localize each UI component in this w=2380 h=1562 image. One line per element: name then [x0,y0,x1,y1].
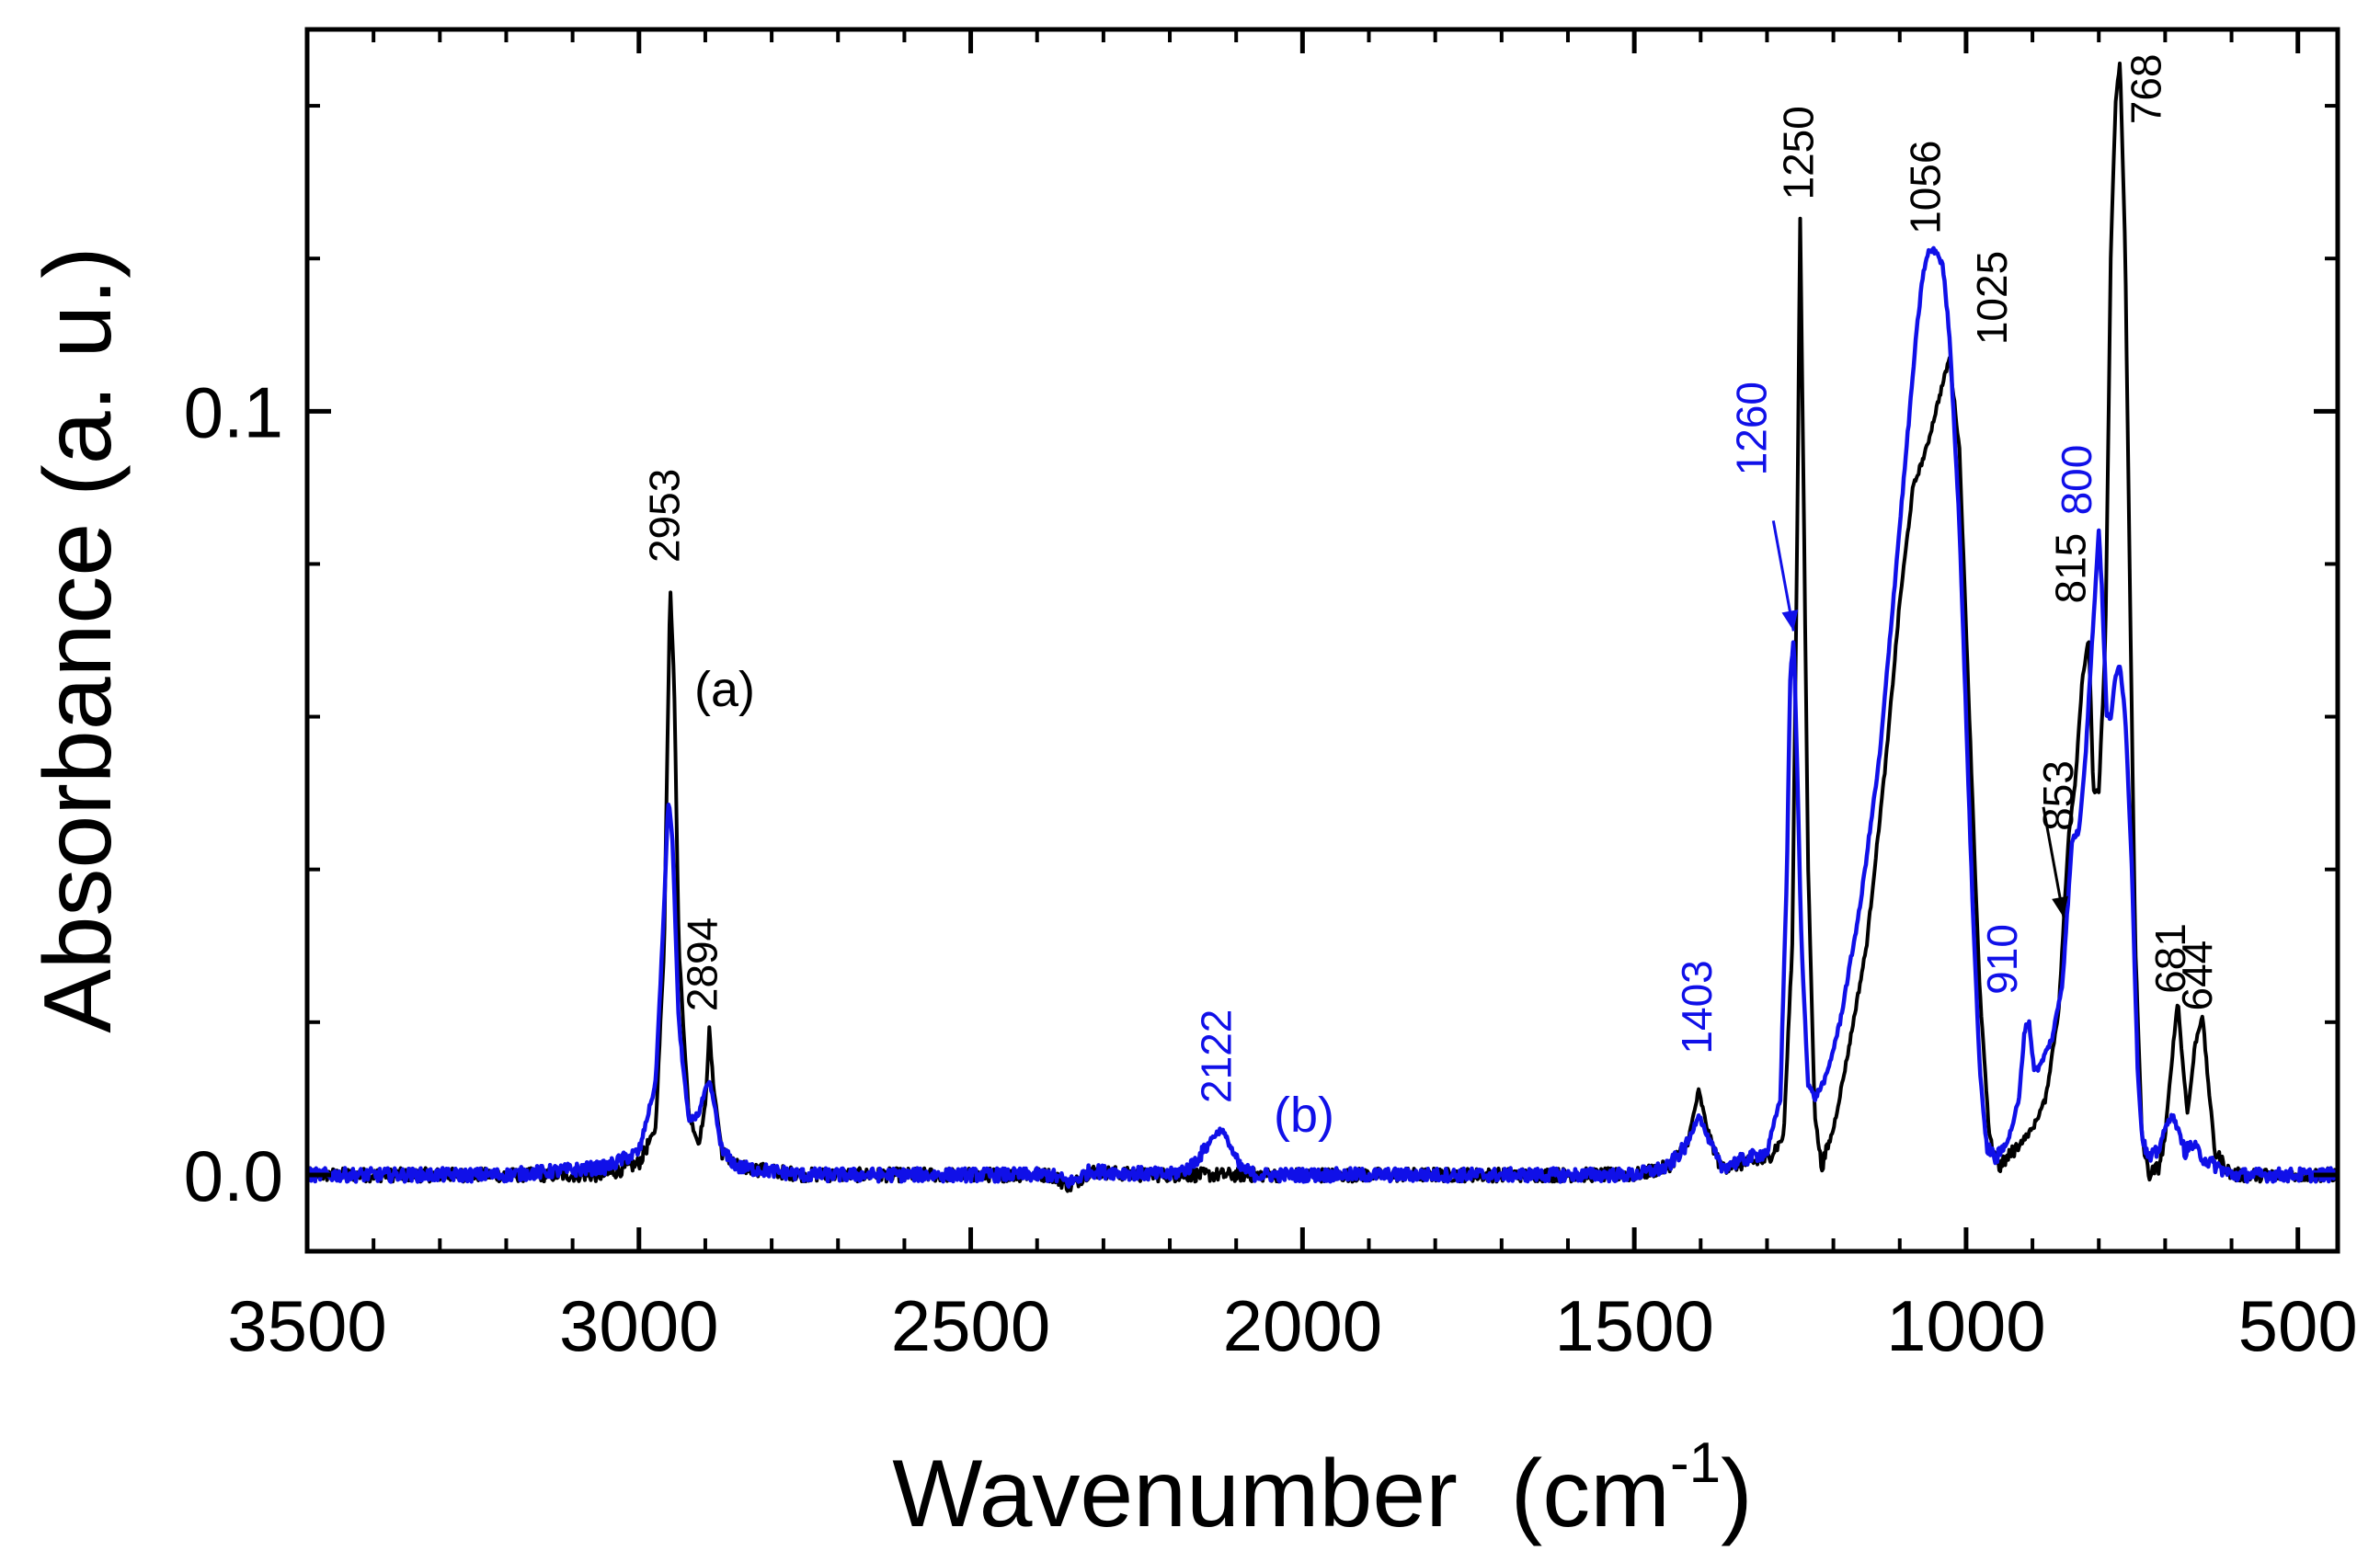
peak-label-2122: 2122 [1192,1009,1240,1103]
peak-arrowhead-1260 [1781,610,1799,632]
peak-label-1260: 1260 [1727,382,1775,475]
peak-label-1403: 1403 [1673,960,1721,1054]
peak-label-2953: 2953 [641,469,689,563]
peak-label-800: 800 [2053,445,2100,516]
series-layer [307,62,2338,1193]
curve-label-b: (b) [1274,1088,1334,1143]
x-axis-unit: (cm [1511,1441,1670,1547]
peak-arrowhead-853 [2052,895,2068,918]
plot-area [307,29,2338,1251]
x-axis-unit-close: ) [1721,1441,1753,1547]
peak-annotations: 2953 2894 2122 1403 1260 1250 1056 1025 910 853 81… [641,53,2221,1102]
x-axis-title: Wavenumber (cm-1) [892,1431,1752,1547]
x-axis-title-main: Wavenumber [892,1441,1458,1547]
x-tick-label: 3500 [227,1285,387,1366]
peak-label-644: 644 [2173,941,2221,1011]
peak-label-768: 768 [2122,53,2169,124]
x-axis-unit-exponent: -1 [1670,1431,1721,1495]
plot-frame [304,27,2340,1254]
x-tick-label: 500 [2238,1285,2358,1366]
peak-label-815: 815 [2046,533,2094,604]
series-line-b [307,245,2338,1190]
y-tick-label: 0.1 [184,371,283,452]
peak-label-681: 681 [2146,923,2194,994]
y-axis-title: Absorbance (a. u.) [25,246,132,1033]
peak-label-1056: 1056 [1902,141,1950,234]
x-tick-label: 2000 [1223,1285,1383,1366]
x-tick-label: 3000 [559,1285,719,1366]
series-line-a [307,62,2338,1193]
peak-label-910: 910 [1978,924,2026,995]
y-tick-label: 0.0 [184,1135,283,1216]
peak-label-1250: 1250 [1775,106,1823,200]
curve-label-a: (a) [694,662,755,717]
peak-label-1025: 1025 [1968,251,2016,345]
x-tick-label: 1000 [1886,1285,2046,1366]
peak-label-853: 853 [2034,760,2082,831]
tick-labels: 3500 3000 2500 2000 1500 1000 500 0.0 0.1 [184,371,2358,1366]
x-tick-label: 2500 [891,1285,1051,1366]
x-tick-label: 1500 [1554,1285,1714,1366]
peak-label-2894: 2894 [678,918,726,1011]
